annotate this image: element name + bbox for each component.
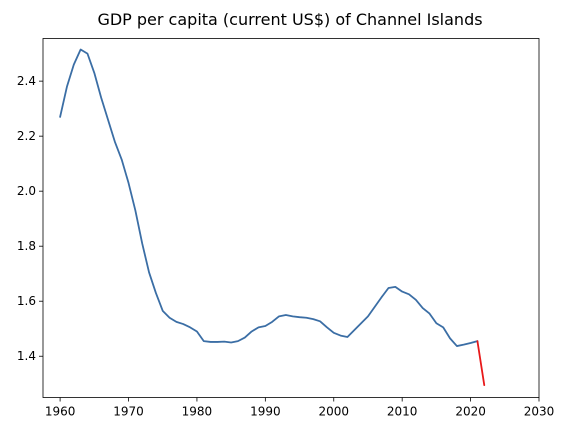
plot-frame <box>42 38 540 398</box>
series-layer <box>59 48 486 387</box>
x-axis-ticks: 1960 1970 1980 1990 2000 2010 2020 2030 <box>45 397 555 419</box>
series-line-historical <box>59 48 479 347</box>
y-axis-ticks: 1.4 1.6 1.8 2.0 2.2 2.4 <box>17 74 43 363</box>
y-tick-label: 1.8 <box>17 239 36 253</box>
x-tick-label: 2010 <box>387 405 418 419</box>
y-tick-label: 2.0 <box>17 184 36 198</box>
x-tick-label: 2030 <box>524 405 555 419</box>
x-tick-label: 1960 <box>45 405 76 419</box>
chart-title: GDP per capita (current US$) of Channel … <box>97 10 482 29</box>
y-tick-label: 2.2 <box>17 129 36 143</box>
series-line-recent <box>476 340 486 387</box>
y-tick-label: 1.4 <box>17 349 36 363</box>
y-tick-label: 1.6 <box>17 294 36 308</box>
x-tick-label: 2000 <box>318 405 349 419</box>
x-tick-label: 1980 <box>182 405 213 419</box>
x-tick-label: 1970 <box>113 405 144 419</box>
x-tick-label: 2020 <box>455 405 486 419</box>
y-tick-label: 2.4 <box>17 74 36 88</box>
x-tick-label: 1990 <box>250 405 281 419</box>
